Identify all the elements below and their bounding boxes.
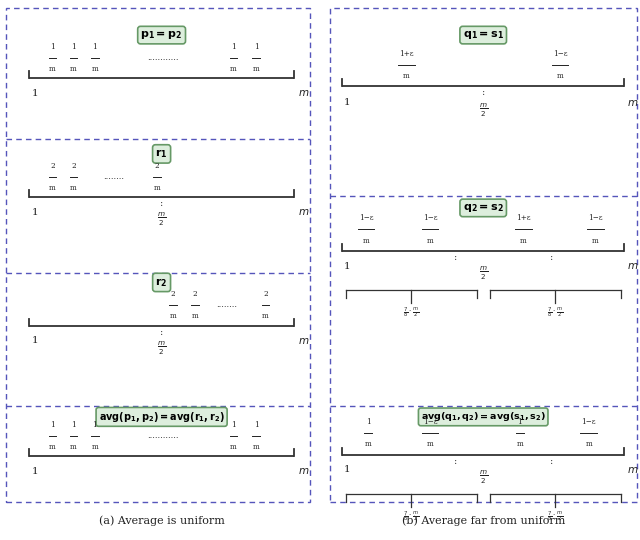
Text: 2: 2 — [50, 161, 55, 170]
Text: $\frac{m}{2}$: $\frac{m}{2}$ — [479, 469, 488, 486]
Text: :: : — [454, 253, 458, 262]
Text: $\mathbf{r_2}$: $\mathbf{r_2}$ — [156, 276, 168, 289]
Text: m: m — [403, 72, 410, 80]
Text: 1−ε: 1−ε — [553, 50, 567, 58]
Text: 1: 1 — [344, 98, 350, 107]
Text: m: m — [70, 65, 77, 73]
Text: m: m — [363, 237, 369, 245]
Text: :: : — [550, 253, 554, 262]
Text: $\frac{m}{2}$: $\frac{m}{2}$ — [157, 340, 166, 357]
Text: m: m — [92, 443, 98, 451]
Text: 1: 1 — [231, 421, 236, 429]
Text: 1+ε: 1+ε — [399, 50, 413, 58]
Text: 1: 1 — [344, 465, 350, 474]
Text: m: m — [557, 72, 563, 80]
Text: ........: ........ — [217, 301, 237, 309]
Text: m: m — [592, 237, 598, 245]
Text: :: : — [160, 328, 163, 336]
Text: $\mathbf{p_1 = p_2}$: $\mathbf{p_1 = p_2}$ — [140, 29, 183, 41]
Text: 1: 1 — [71, 421, 76, 429]
Text: 1−ε: 1−ε — [588, 214, 602, 222]
Text: 1−ε: 1−ε — [423, 214, 437, 222]
Text: m: m — [154, 184, 160, 192]
Text: m: m — [49, 443, 56, 451]
Text: 1: 1 — [32, 336, 38, 345]
Text: $\frac{m}{2}$: $\frac{m}{2}$ — [157, 211, 166, 228]
Text: 2: 2 — [71, 161, 76, 170]
Text: $m$: $m$ — [627, 98, 639, 107]
Text: m: m — [253, 443, 259, 451]
Text: m: m — [365, 440, 371, 448]
Text: $\frac{7}{8} \cdot \frac{m}{2}$: $\frac{7}{8} \cdot \frac{m}{2}$ — [547, 306, 563, 320]
Text: (a) Average is uniform: (a) Average is uniform — [99, 516, 225, 526]
Text: 1+ε: 1+ε — [516, 214, 531, 222]
Text: $\frac{m}{2}$: $\frac{m}{2}$ — [479, 265, 488, 282]
Text: :: : — [160, 199, 163, 208]
Text: 1: 1 — [92, 43, 97, 51]
Text: 1: 1 — [253, 421, 259, 429]
Text: $m$: $m$ — [298, 89, 309, 98]
Text: m: m — [262, 312, 269, 320]
Text: $\mathbf{avg(p_1,p_2)=avg(r_1,r_2)}$: $\mathbf{avg(p_1,p_2)=avg(r_1,r_2)}$ — [99, 410, 225, 424]
Text: $\mathbf{q_2 = s_2}$: $\mathbf{q_2 = s_2}$ — [463, 202, 504, 214]
Text: 1: 1 — [71, 43, 76, 51]
Text: $\mathbf{q_1 = s_1}$: $\mathbf{q_1 = s_1}$ — [463, 29, 504, 41]
Text: 2: 2 — [193, 290, 198, 298]
Text: $\frac{m}{2}$: $\frac{m}{2}$ — [479, 102, 488, 119]
Text: m: m — [170, 312, 176, 320]
Text: m: m — [253, 65, 259, 73]
Text: 1: 1 — [344, 262, 350, 271]
Text: m: m — [49, 184, 56, 192]
Text: m: m — [230, 443, 237, 451]
Text: 1−ε: 1−ε — [582, 418, 596, 426]
Text: 2: 2 — [170, 290, 175, 298]
Text: :: : — [481, 89, 485, 97]
Text: 1: 1 — [517, 418, 522, 426]
Text: m: m — [70, 184, 77, 192]
Text: m: m — [586, 440, 592, 448]
Text: $\frac{7}{8} \cdot \frac{m}{2}$: $\frac{7}{8} \cdot \frac{m}{2}$ — [403, 306, 419, 320]
Text: :: : — [454, 457, 458, 465]
Text: 2: 2 — [154, 161, 159, 170]
Text: $\frac{7}{8} \cdot \frac{m}{2}$: $\frac{7}{8} \cdot \frac{m}{2}$ — [403, 510, 419, 524]
Text: $\frac{7}{8} \cdot \frac{m}{2}$: $\frac{7}{8} \cdot \frac{m}{2}$ — [547, 510, 563, 524]
Text: ........: ........ — [104, 173, 124, 180]
Text: m: m — [427, 440, 433, 448]
Text: $m$: $m$ — [627, 465, 639, 475]
Text: m: m — [230, 65, 237, 73]
Text: $\mathbf{avg(q_1,q_2)=avg(s_1,s_2)}$: $\mathbf{avg(q_1,q_2)=avg(s_1,s_2)}$ — [420, 410, 546, 423]
Text: $m$: $m$ — [298, 467, 309, 476]
Text: m: m — [192, 312, 198, 320]
Text: m: m — [49, 65, 56, 73]
Text: m: m — [427, 237, 433, 245]
Text: 1: 1 — [253, 43, 259, 51]
Text: 1: 1 — [365, 418, 371, 426]
Text: 1: 1 — [32, 467, 38, 476]
Text: :: : — [550, 457, 554, 465]
Text: 1: 1 — [92, 421, 97, 429]
Text: m: m — [92, 65, 98, 73]
Text: $m$: $m$ — [298, 207, 309, 217]
Text: 1: 1 — [32, 89, 38, 98]
Text: m: m — [70, 443, 77, 451]
Text: ............: ............ — [147, 432, 179, 440]
Text: $m$: $m$ — [627, 261, 639, 271]
Text: 1−ε: 1−ε — [423, 418, 437, 426]
Text: m: m — [516, 440, 523, 448]
Text: ............: ............ — [147, 54, 179, 62]
Text: 1: 1 — [50, 421, 55, 429]
Text: 1: 1 — [231, 43, 236, 51]
Text: $\mathbf{r_1}$: $\mathbf{r_1}$ — [156, 147, 168, 160]
Text: 1: 1 — [50, 43, 55, 51]
Text: 2: 2 — [263, 290, 268, 298]
Text: $m$: $m$ — [298, 336, 309, 346]
Text: 1: 1 — [32, 208, 38, 217]
Text: m: m — [520, 237, 527, 245]
Text: (b) Average far from uniform: (b) Average far from uniform — [401, 516, 565, 526]
Text: 1−ε: 1−ε — [359, 214, 373, 222]
